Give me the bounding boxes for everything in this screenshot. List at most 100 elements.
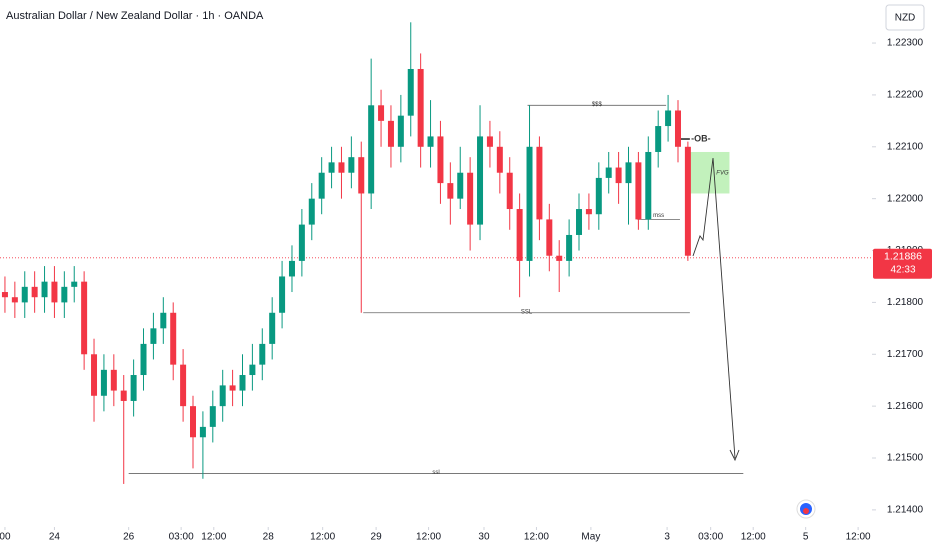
level-label: $$$ bbox=[592, 102, 603, 108]
candle-body bbox=[239, 375, 246, 391]
y-tick-label: 1.22200 bbox=[887, 90, 924, 101]
x-tick-label: 24 bbox=[49, 532, 61, 543]
x-tick-label: 5 bbox=[803, 532, 809, 543]
candle-body bbox=[437, 136, 444, 184]
candle-body bbox=[318, 172, 325, 199]
x-tick-label: 29 bbox=[371, 532, 383, 543]
countdown: 42:33 bbox=[890, 264, 915, 275]
candle-body bbox=[457, 172, 464, 199]
candle-body bbox=[328, 162, 335, 173]
candle-body bbox=[338, 162, 345, 173]
candle-body bbox=[506, 172, 513, 210]
candle-body bbox=[209, 406, 216, 427]
candle-body bbox=[259, 343, 266, 365]
x-tick-label: 26 bbox=[123, 532, 135, 543]
candle-body bbox=[665, 110, 672, 127]
y-tick-label: 1.22100 bbox=[887, 141, 924, 152]
candle-body bbox=[120, 390, 127, 401]
y-tick-label: 1.21600 bbox=[887, 401, 924, 412]
candle-body bbox=[576, 209, 583, 235]
candle-body bbox=[269, 312, 276, 344]
level-label: ssl bbox=[432, 470, 439, 476]
candle-body bbox=[160, 312, 167, 329]
candle-body bbox=[635, 162, 642, 220]
candle-body bbox=[81, 281, 88, 355]
candle-body bbox=[71, 281, 78, 287]
candle-body bbox=[655, 126, 662, 152]
x-tick-label: 00 bbox=[0, 532, 11, 543]
candle-body bbox=[645, 151, 652, 220]
x-tick-label: 28 bbox=[263, 532, 275, 543]
y-tick-label: 1.21800 bbox=[887, 297, 924, 308]
candle-body bbox=[684, 146, 691, 256]
x-tick-label: 03:00 bbox=[698, 532, 723, 543]
candle-body bbox=[605, 167, 612, 178]
level-label: mss bbox=[653, 213, 664, 219]
candle-body bbox=[556, 255, 563, 261]
logo bbox=[796, 499, 816, 519]
candle-body bbox=[190, 406, 197, 438]
candle-body bbox=[585, 209, 592, 215]
arrow-path bbox=[692, 157, 736, 459]
chart-title: Australian Dollar / New Zealand Dollar ·… bbox=[6, 10, 264, 22]
candle-body bbox=[625, 162, 632, 184]
y-tick-label: 1.22000 bbox=[887, 193, 924, 204]
candle-body bbox=[41, 281, 48, 298]
currency-box[interactable] bbox=[885, 4, 925, 31]
fvg-label: FVG bbox=[716, 170, 729, 176]
candle-body bbox=[427, 136, 434, 147]
y-tick-label: 1.21700 bbox=[887, 349, 924, 360]
last-price-tag bbox=[873, 248, 932, 279]
y-tick-label: 1.21400 bbox=[887, 505, 924, 516]
candle-body bbox=[140, 343, 147, 376]
candle-body bbox=[11, 297, 18, 303]
candle-body bbox=[526, 146, 533, 261]
candle-body bbox=[61, 286, 68, 303]
candle-body bbox=[407, 68, 414, 116]
x-tick-label: 12:00 bbox=[741, 532, 766, 543]
candle-body bbox=[170, 312, 177, 365]
y-tick-label: 1.22300 bbox=[887, 38, 924, 49]
candle-body bbox=[417, 68, 424, 147]
candle-body bbox=[348, 157, 355, 173]
candle-body bbox=[358, 157, 365, 194]
x-tick-label: 03:00 bbox=[169, 532, 194, 543]
candle-body bbox=[199, 426, 206, 438]
candle-body bbox=[674, 110, 681, 147]
candle-body bbox=[31, 286, 38, 298]
x-tick-label: 30 bbox=[478, 532, 490, 543]
candle-body bbox=[180, 364, 187, 407]
candle-body bbox=[536, 146, 543, 220]
candle-body bbox=[615, 167, 622, 184]
candle-body bbox=[249, 364, 256, 376]
last-price-label: 1.21886 bbox=[884, 251, 922, 263]
candle-body bbox=[288, 260, 295, 277]
level-label: SSL bbox=[521, 309, 533, 315]
candle-body bbox=[566, 234, 573, 261]
candle-body bbox=[387, 120, 394, 147]
candle-body bbox=[486, 136, 493, 147]
candle-body bbox=[91, 354, 98, 396]
arrow-head bbox=[729, 449, 740, 462]
candle-body bbox=[467, 172, 474, 225]
level-label: -OB- bbox=[691, 133, 711, 143]
x-tick-label: 12:00 bbox=[846, 532, 871, 543]
candle-body bbox=[1, 292, 8, 298]
currency: NZD bbox=[895, 13, 916, 24]
fvg-zone bbox=[685, 151, 730, 194]
x-tick-label: 3 bbox=[664, 532, 670, 543]
candle-body bbox=[100, 369, 107, 396]
logo-dot-inner bbox=[803, 508, 809, 514]
candle-body bbox=[546, 219, 553, 256]
candle-body bbox=[279, 276, 286, 313]
x-tick-label: 12:00 bbox=[201, 532, 226, 543]
candle-body bbox=[368, 105, 375, 194]
candle-body bbox=[516, 209, 523, 261]
x-tick-label: 12:00 bbox=[416, 532, 441, 543]
candle-body bbox=[219, 385, 226, 407]
candle-body bbox=[150, 328, 157, 344]
candle-body bbox=[298, 224, 305, 261]
x-tick-label: 12:00 bbox=[310, 532, 335, 543]
candle-body bbox=[110, 369, 117, 391]
